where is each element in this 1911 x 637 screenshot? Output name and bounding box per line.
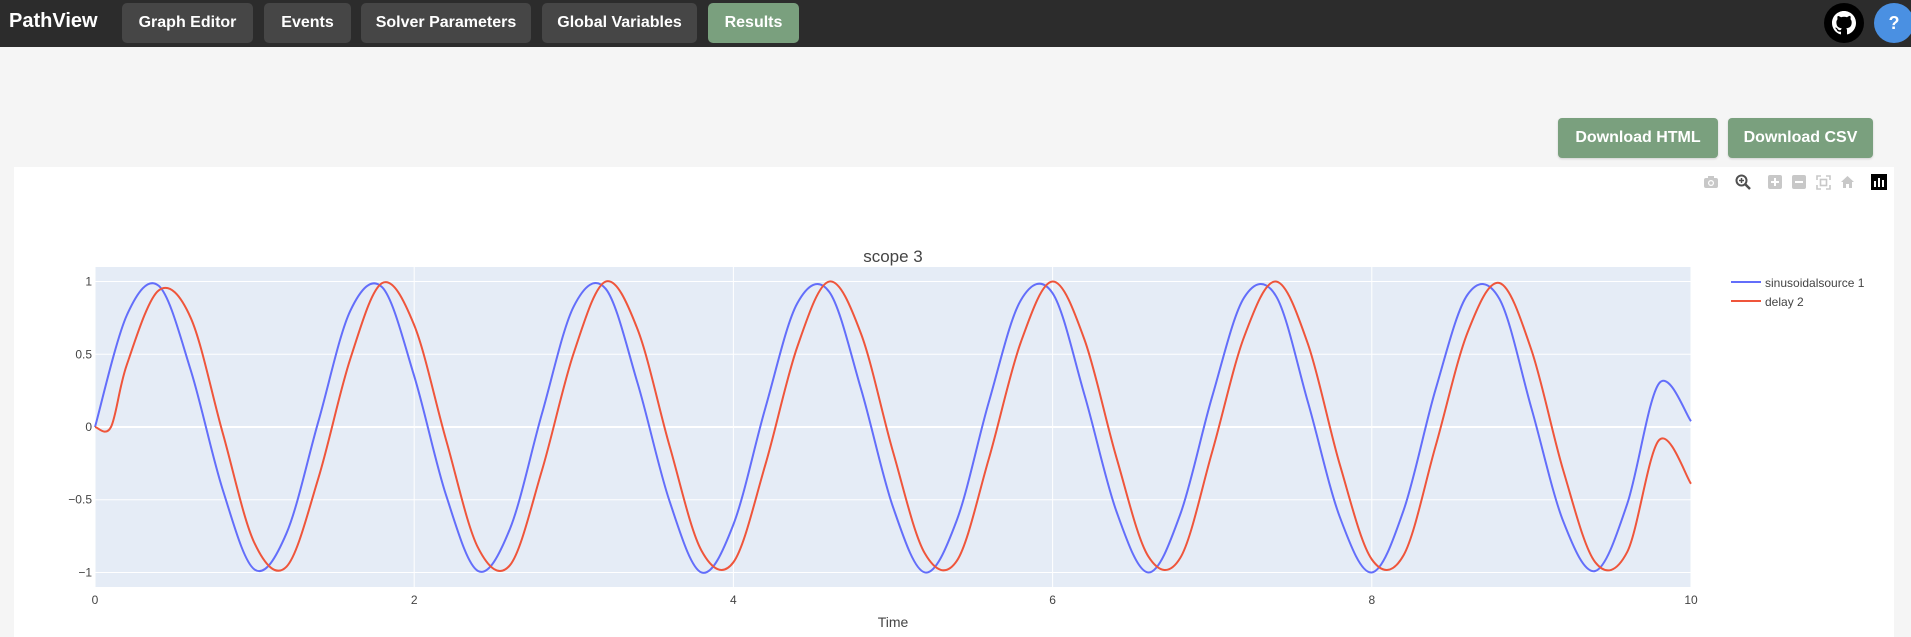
app-brand: PathView bbox=[9, 10, 98, 32]
legend-label-sinusoidalsource-1[interactable]: sinusoidalsource 1 bbox=[1765, 276, 1865, 290]
chart-title: scope 3 bbox=[863, 247, 923, 266]
zoom-out-icon[interactable] bbox=[1791, 174, 1807, 190]
chart-series bbox=[94, 280, 1692, 574]
x-axis-label: Time bbox=[878, 614, 909, 629]
x-tick-label: 4 bbox=[730, 593, 737, 607]
zoom-icon[interactable] bbox=[1735, 174, 1751, 190]
y-axis-ticks: −1 −0.5 0 0.5 1 bbox=[68, 275, 92, 580]
series-line-sinusoidalsource-1 bbox=[94, 282, 1692, 574]
chart-legend[interactable]: sinusoidalsource 1 delay 2 bbox=[1731, 276, 1865, 309]
download-html-button[interactable]: Download HTML bbox=[1558, 118, 1718, 158]
top-navbar: PathView Graph Editor Events Solver Para… bbox=[0, 0, 1911, 47]
x-tick-label: 2 bbox=[411, 593, 418, 607]
y-tick-label: −1 bbox=[78, 565, 92, 579]
x-axis-ticks: 0 2 4 6 8 10 bbox=[92, 593, 1698, 607]
tab-results[interactable]: Results bbox=[708, 3, 799, 43]
y-tick-label: −0.5 bbox=[68, 493, 92, 507]
github-icon bbox=[1832, 11, 1856, 35]
zoom-in-icon[interactable] bbox=[1767, 174, 1783, 190]
legend-label-delay-2[interactable]: delay 2 bbox=[1765, 295, 1804, 309]
autoscale-icon[interactable] bbox=[1815, 174, 1831, 190]
x-tick-label: 0 bbox=[92, 593, 99, 607]
plotly-logo-icon[interactable] bbox=[1871, 174, 1887, 190]
tab-solver-parameters[interactable]: Solver Parameters bbox=[361, 3, 531, 43]
y-tick-label: 0.5 bbox=[75, 347, 92, 361]
x-tick-label: 10 bbox=[1684, 593, 1698, 607]
home-icon[interactable] bbox=[1839, 174, 1855, 190]
y-tick-label: 1 bbox=[85, 275, 92, 289]
download-csv-button[interactable]: Download CSV bbox=[1728, 118, 1873, 158]
tab-events[interactable]: Events bbox=[264, 3, 351, 43]
series-line-delay-2 bbox=[94, 280, 1692, 572]
tab-graph-editor[interactable]: Graph Editor bbox=[122, 3, 253, 43]
tab-global-variables[interactable]: Global Variables bbox=[542, 3, 697, 43]
github-button[interactable] bbox=[1824, 3, 1864, 43]
x-tick-label: 8 bbox=[1368, 593, 1375, 607]
help-button[interactable]: ? bbox=[1874, 3, 1911, 43]
y-tick-label: 0 bbox=[85, 420, 92, 434]
camera-icon[interactable] bbox=[1703, 174, 1719, 190]
x-tick-label: 6 bbox=[1049, 593, 1056, 607]
